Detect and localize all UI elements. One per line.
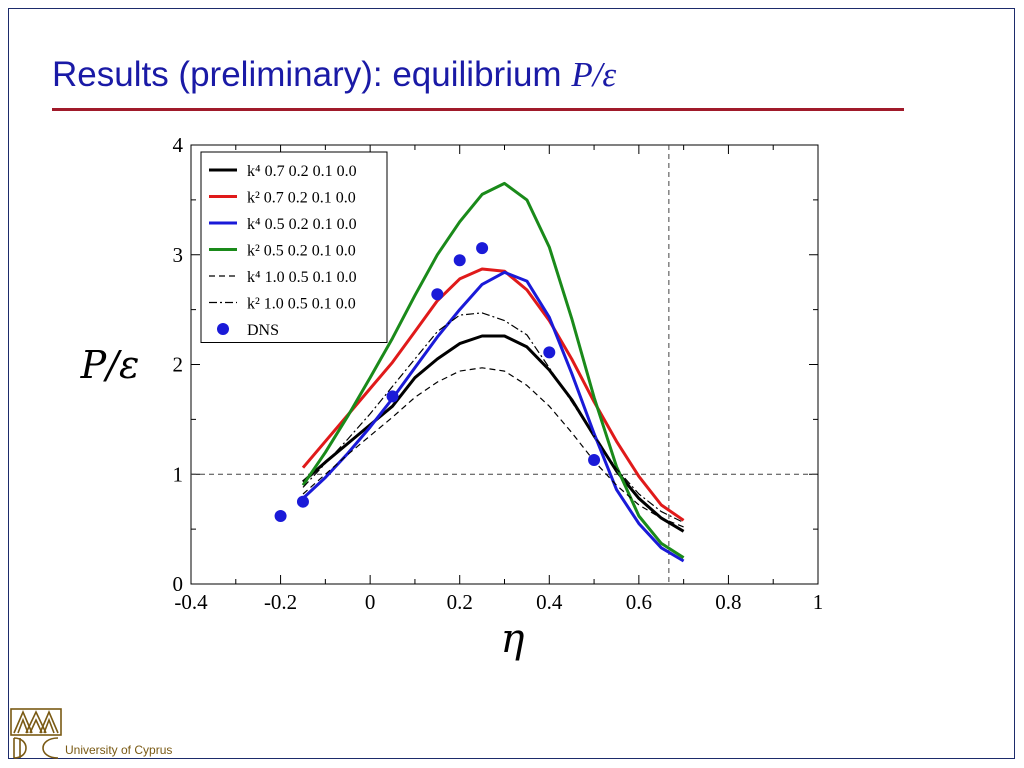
y-tick-label: 3	[173, 243, 184, 267]
dns-point	[274, 509, 287, 522]
dns-point	[296, 495, 309, 508]
dns-point	[453, 254, 466, 267]
dns-point	[588, 453, 601, 466]
x-tick-label: 0.2	[447, 590, 473, 614]
legend-label: DNS	[247, 322, 279, 339]
y-tick-label: 2	[173, 353, 184, 377]
y-axis-label: P/ε	[80, 343, 140, 387]
x-tick-label: 1	[813, 590, 824, 614]
series-line-2	[301, 267, 685, 522]
x-tick-label: 0	[365, 590, 376, 614]
footer-institution: University of Cyprus	[65, 743, 173, 757]
legend-label: k² 0.5 0.2 0.1 0.0	[247, 243, 356, 260]
y-tick-label: 4	[173, 133, 184, 157]
legend-label: k² 0.7 0.2 0.1 0.0	[247, 190, 356, 207]
dns-point	[476, 242, 489, 255]
x-tick-label: 0.8	[715, 590, 741, 614]
legend-marker	[217, 323, 229, 335]
series-line-3	[301, 270, 685, 563]
slide-title: Results (preliminary): equilibrium P/ε	[52, 55, 616, 95]
x-tick-label: -0.4	[174, 590, 208, 614]
dns-point	[543, 346, 556, 359]
dns-point	[431, 288, 444, 301]
x-tick-label: 0.4	[536, 590, 563, 614]
slide-title-text: Results (preliminary): equilibrium	[52, 55, 572, 94]
legend-label: k⁴ 1.0 0.5 0.1 0.0	[247, 269, 357, 286]
x-axis-label: η	[501, 616, 525, 662]
legend-label: k⁴ 0.5 0.2 0.1 0.0	[247, 216, 357, 233]
legend-label: k⁴ 0.7 0.2 0.1 0.0	[247, 163, 357, 180]
slide-title-symbol: P/ε	[571, 55, 617, 94]
y-tick-label: 0	[173, 572, 184, 596]
legend-box	[200, 151, 388, 343]
legend-label: k² 1.0 0.5 0.1 0.0	[247, 296, 356, 313]
title-underline	[52, 108, 904, 111]
dns-point	[386, 390, 399, 403]
series-line-5	[302, 367, 684, 528]
series-line-6	[302, 312, 684, 524]
university-of-cyprus-logo-icon	[10, 708, 62, 759]
series-line-4	[301, 181, 685, 559]
x-tick-label: 0.6	[626, 590, 652, 614]
x-tick-label: -0.2	[264, 590, 297, 614]
y-tick-label: 1	[173, 462, 184, 486]
